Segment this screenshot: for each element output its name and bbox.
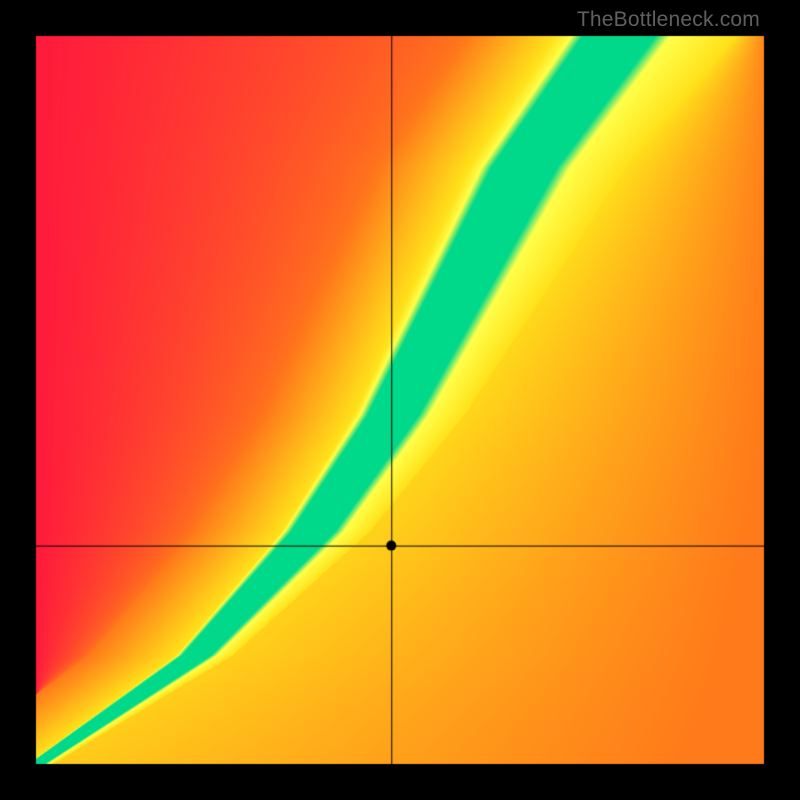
- chart-container: TheBottleneck.com: [0, 0, 800, 800]
- bottleneck-heatmap: [0, 0, 800, 800]
- watermark-text: TheBottleneck.com: [577, 8, 760, 32]
